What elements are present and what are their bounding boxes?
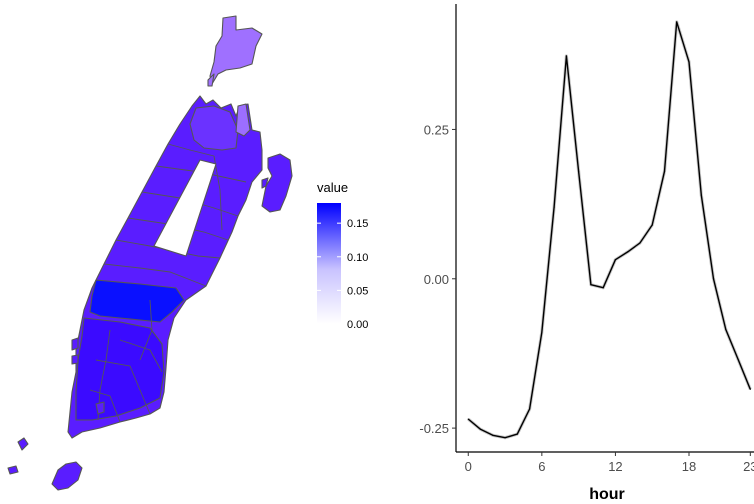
data-point [602,287,604,289]
x-axis-title: hour [589,486,625,503]
data-point [749,388,751,390]
y-tick-label: 0.25 [424,122,449,137]
data-point [565,55,567,57]
map-region-governors-island [51,461,83,491]
data-point [578,170,580,172]
map-region-south-islet-c [95,401,105,415]
data-point [700,194,702,196]
map-region-west-pier [71,337,79,351]
series-line [467,21,751,439]
data-point [614,259,617,261]
x-tick-label: 6 [538,459,545,474]
map-region-north-tip-stub [207,73,215,87]
map-region-midtown [89,279,185,323]
data-point [688,61,690,63]
map-region-east-islet [261,177,269,189]
data-point [627,251,629,253]
data-point [639,242,641,244]
legend-colorbar [317,203,341,324]
data-point [590,284,592,286]
data-point [737,358,739,361]
x-tick-label: 23 [743,459,754,474]
map-region-upper [189,105,239,151]
x-tick-label: 12 [608,459,622,474]
data-point [651,224,653,226]
legend-title: value [317,180,348,195]
data-point [516,433,518,435]
map-region-north-tip [209,15,263,85]
legend-tick-label: 0.15 [347,218,368,230]
legend-tick-label: 0.05 [347,285,368,297]
data-point [467,418,469,420]
map-central-park [153,159,217,257]
x-tick-label: 18 [682,459,696,474]
map-region-south-islet-a [17,437,29,451]
series-layer [467,20,752,440]
data-point [528,408,531,410]
data-point [725,328,727,331]
y-tick-label: 0.00 [424,272,449,287]
map-legend: value 0.00 0.05 0.10 0.15 [317,180,368,331]
map-region-south-islet-b [7,465,19,475]
x-ticks: 0 6 12 18 23 [465,452,754,474]
y-ticks: -0.25 0.00 0.25 [419,122,456,436]
series-ribbon [467,20,752,440]
line-chart-panel: -0.25 0.00 0.25 0 6 12 18 23 hour [419,4,754,503]
y-tick-label: -0.25 [419,421,449,436]
legend-tick-label: 0.10 [347,252,368,264]
data-point [676,21,678,23]
data-point [479,428,482,430]
data-point [504,437,506,439]
data-point [492,434,494,436]
legend-ticks: 0.00 0.05 0.10 0.15 [317,218,368,331]
data-point [663,170,666,172]
map-panel [7,15,293,491]
data-point [541,331,543,334]
data-point [553,206,555,208]
map-region-west-pier-2 [71,354,79,365]
x-tick-label: 0 [465,459,472,474]
map-region-east-island [261,153,293,213]
map-region-harlem [235,103,251,137]
legend-tick-label: 0.00 [347,319,368,331]
data-point [712,278,715,280]
